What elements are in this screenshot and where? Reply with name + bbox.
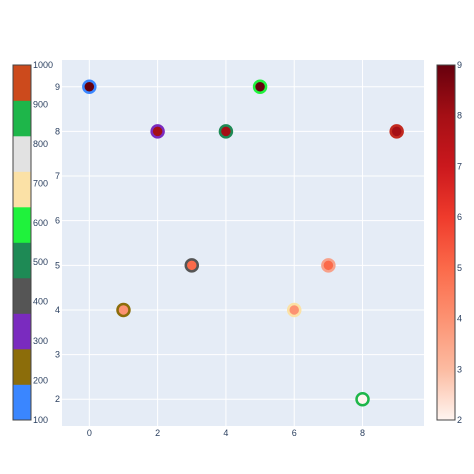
colorbar-left-band <box>13 313 31 350</box>
data-points <box>82 79 404 407</box>
y-tick-label: 4 <box>55 305 60 315</box>
data-point <box>150 124 165 139</box>
colorbar-left-tick-label: 700 <box>33 178 48 188</box>
colorbar-left-tick-label: 600 <box>33 218 48 228</box>
colorbar-right-tick-label: 4 <box>457 314 462 324</box>
colorbar-left-outline <box>12 64 32 421</box>
x-tick-label: 6 <box>292 428 297 438</box>
data-point <box>252 79 268 95</box>
x-tick-label: 2 <box>155 428 160 438</box>
colorbar-left-tick-label: 1000 <box>33 60 53 70</box>
y-tick-label: 6 <box>55 216 60 226</box>
data-point <box>355 391 370 407</box>
colorbar-left-tick-label: 900 <box>33 99 48 109</box>
y-tick-label: 3 <box>55 350 60 360</box>
colorbar-left-band <box>13 242 31 279</box>
colorbar-right: 2 3 4 5 6 7 8 9 <box>436 60 462 425</box>
colorbar-right-tick-label: 7 <box>457 161 462 171</box>
colorbar-left-tick-label: 100 <box>33 415 48 425</box>
colorbar-left-band <box>13 136 31 172</box>
colorbar-right-tick-label: 3 <box>457 364 462 374</box>
colorbar-left-band <box>13 207 31 243</box>
y-tick-label: 2 <box>55 394 60 404</box>
colorbar-right-tick-label: 8 <box>457 111 462 121</box>
x-tick-label: 8 <box>360 428 365 438</box>
data-point <box>116 302 131 318</box>
data-point <box>218 124 234 139</box>
data-point <box>321 258 336 273</box>
colorbar-left-band <box>13 65 31 101</box>
colorbar-right-tick-label: 6 <box>457 212 462 222</box>
y-tick-label: 5 <box>55 260 60 270</box>
x-axis-ticks: 0 2 4 6 8 <box>87 428 365 438</box>
x-tick-label: 0 <box>87 428 92 438</box>
y-axis-ticks: 2 3 4 5 6 7 8 9 <box>55 82 60 404</box>
x-tick-label: 4 <box>223 428 228 438</box>
colorbar-left-tick-label: 400 <box>33 297 48 307</box>
data-point <box>184 258 200 273</box>
colorbar-left: 100 200 300 400 500 600 700 800 900 1000 <box>12 60 53 425</box>
data-point <box>82 79 97 95</box>
colorbar-right-tick-label: 5 <box>457 263 462 273</box>
y-tick-label: 7 <box>55 171 60 181</box>
plot-area <box>62 60 424 426</box>
data-point <box>286 302 302 318</box>
colorbar-left-band <box>13 384 31 421</box>
colorbar-left-band <box>13 278 31 314</box>
grid <box>62 60 424 426</box>
y-tick-label: 8 <box>55 126 60 136</box>
colorbar-left-tick-label: 800 <box>33 139 48 149</box>
colorbar-right-tick-label: 2 <box>457 415 462 425</box>
colorbar-right-gradient <box>436 64 456 421</box>
colorbar-left-band <box>13 171 31 208</box>
colorbar-left-tick-label: 300 <box>33 336 48 346</box>
y-tick-label: 9 <box>55 82 60 92</box>
colorbar-left-tick-label: 200 <box>33 376 48 386</box>
colorbar-right-tick-label: 9 <box>457 60 462 70</box>
data-point <box>389 124 404 139</box>
colorbar-left-tick-label: 500 <box>33 257 48 267</box>
colorbar-left-band <box>13 100 31 137</box>
colorbar-left-band <box>13 349 31 385</box>
